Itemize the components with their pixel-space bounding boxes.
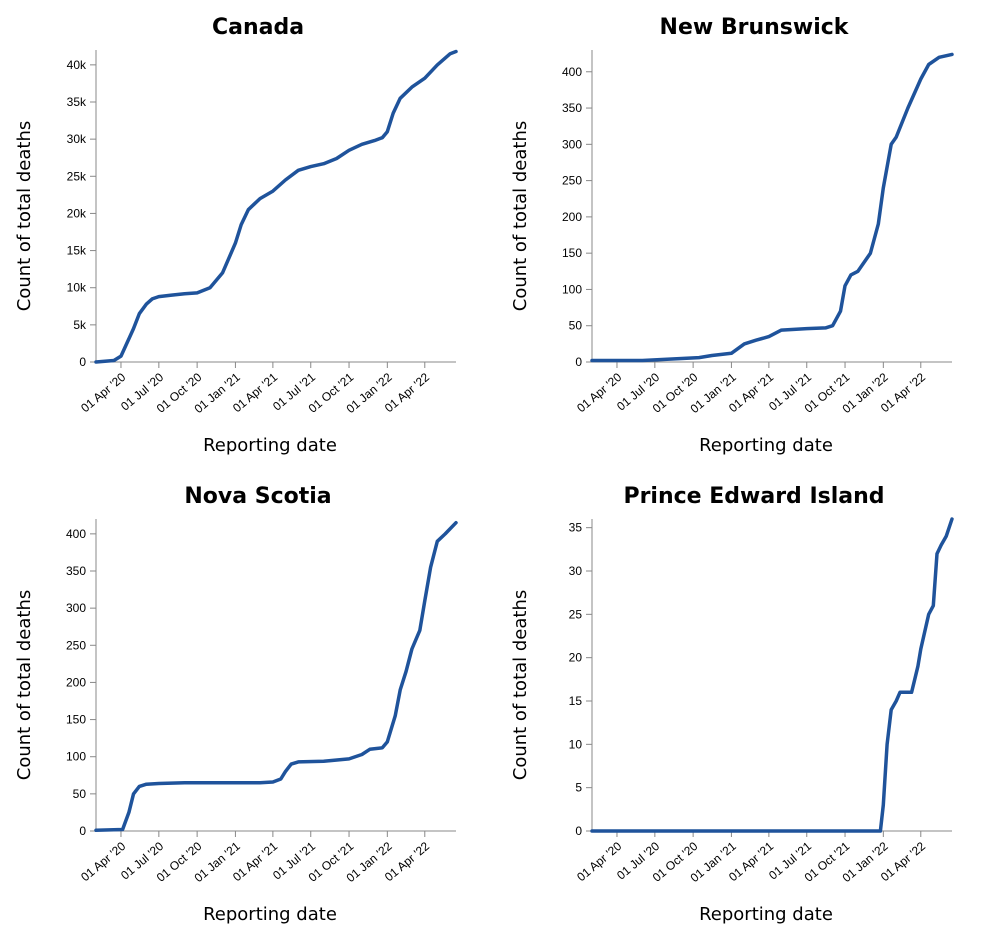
y-tick-label: 250	[562, 174, 582, 188]
y-tick-label: 5k	[73, 318, 87, 332]
y-tick-label: 30	[569, 564, 583, 578]
chart-panel-new-brunswick: New Brunswick 0 50 100 150 200 250 300 350 400 01 …	[496, 0, 992, 469]
y-tick-label: 15	[569, 694, 583, 708]
chart-svg-prince-edward-island: Prince Edward Island 0 5 10 15 20 25 30 35 01 Apr…	[510, 484, 954, 925]
y-tick-label: 300	[66, 601, 86, 615]
y-tick-label: 400	[66, 527, 86, 541]
y-axis-title: Count of total deaths	[510, 590, 531, 781]
y-tick-label: 150	[562, 246, 582, 260]
y-axis-title: Count of total deaths	[14, 121, 35, 312]
x-tick-label: 01 Apr '20	[78, 370, 128, 415]
x-axis-title: Reporting date	[699, 435, 833, 456]
y-tick-label: 20k	[67, 206, 87, 220]
series-line	[94, 520, 458, 833]
chart-svg-new-brunswick: New Brunswick 0 50 100 150 200 250 300 350 400 01 …	[510, 15, 954, 456]
chart-svg-nova-scotia: Nova Scotia 0 50 100 150 200 250 300 350 400 01 Ap…	[14, 484, 458, 925]
y-tick-label: 350	[562, 101, 582, 115]
y-tick-label: 50	[73, 787, 87, 801]
chart-title: New Brunswick	[660, 15, 850, 40]
y-tick-label: 200	[562, 210, 582, 224]
y-tick-label: 300	[562, 137, 582, 151]
x-tick-label: 01 Apr '20	[574, 370, 624, 415]
y-tick-label: 25k	[67, 169, 87, 183]
y-tick-label: 5	[575, 781, 582, 795]
series-line	[94, 49, 458, 364]
y-tick-label: 30k	[67, 132, 87, 146]
y-tick-label: 200	[66, 675, 86, 689]
y-tick-label: 20	[569, 651, 583, 665]
y-tick-label: 40k	[67, 58, 87, 72]
y-tick-label: 350	[66, 564, 86, 578]
chart-title: Nova Scotia	[184, 484, 331, 509]
chart-panel-nova-scotia: Nova Scotia 0 50 100 150 200 250 300 350 400 01 Ap…	[0, 469, 496, 938]
y-tick-label: 10k	[67, 281, 87, 295]
x-tick-label: 01 Apr '20	[574, 839, 624, 884]
y-tick-label: 50	[569, 319, 583, 333]
y-axis-title: Count of total deaths	[14, 590, 35, 781]
y-tick-label: 0	[79, 824, 86, 838]
y-tick-label: 100	[66, 750, 86, 764]
y-tick-label: 15k	[67, 244, 87, 258]
y-tick-label: 100	[562, 282, 582, 296]
y-tick-label: 0	[575, 824, 582, 838]
x-axis-title: Reporting date	[203, 904, 337, 925]
chart-title: Prince Edward Island	[623, 484, 884, 509]
x-axis-title: Reporting date	[203, 435, 337, 456]
y-tick-label: 250	[66, 638, 86, 652]
y-tick-label: 35k	[67, 95, 87, 109]
y-tick-label: 10	[569, 737, 583, 751]
chart-title: Canada	[212, 15, 304, 40]
chart-panel-canada: Canada 0 5k 10k 15k 20k 25k 30k 35k 40k 01 Apr '20…	[0, 0, 496, 469]
series-line	[590, 52, 954, 363]
series-line	[590, 517, 954, 833]
y-tick-label: 25	[569, 607, 583, 621]
chart-svg-canada: Canada 0 5k 10k 15k 20k 25k 30k 35k 40k 01 Apr '20…	[14, 15, 458, 456]
chart-panel-prince-edward-island: Prince Edward Island 0 5 10 15 20 25 30 35 01 Apr…	[496, 469, 992, 938]
y-tick-label: 0	[79, 355, 86, 369]
y-axis-title: Count of total deaths	[510, 121, 531, 312]
x-axis-title: Reporting date	[699, 904, 833, 925]
x-tick-label: 01 Apr '20	[78, 839, 128, 884]
y-tick-label: 0	[575, 355, 582, 369]
y-tick-label: 400	[562, 65, 582, 79]
y-tick-label: 35	[569, 521, 583, 535]
y-tick-label: 150	[66, 713, 86, 727]
